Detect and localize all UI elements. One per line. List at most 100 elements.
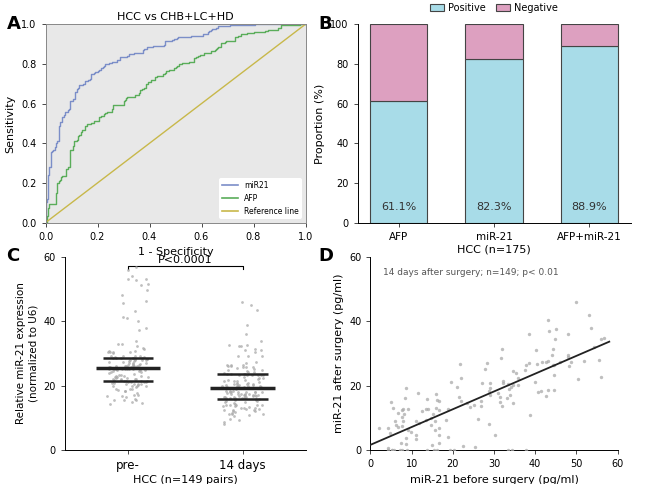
Point: [573, 375, 583, 383]
Point: [431, 390, 441, 398]
Point: [484, 421, 494, 428]
Point: [229, 412, 240, 420]
Point: [242, 372, 253, 379]
Point: [226, 391, 237, 398]
Point: [107, 379, 117, 387]
Point: [129, 375, 140, 383]
Point: [242, 341, 252, 348]
Point: [400, 434, 411, 442]
Point: [124, 364, 135, 372]
Point: [122, 315, 133, 322]
Point: [513, 381, 523, 389]
Point: [233, 416, 244, 424]
Point: [224, 402, 235, 409]
Point: [119, 378, 129, 385]
Point: [248, 393, 259, 400]
Point: [118, 358, 128, 366]
Point: [139, 353, 150, 361]
Point: [549, 386, 559, 394]
Point: [497, 345, 507, 353]
Point: [118, 352, 128, 360]
Point: [225, 387, 235, 395]
Point: [462, 399, 472, 407]
Point: [240, 363, 251, 370]
Point: [248, 381, 259, 389]
Point: [117, 364, 127, 372]
Point: [473, 415, 483, 423]
Point: [579, 357, 590, 365]
Point: [239, 374, 249, 381]
Point: [232, 363, 242, 371]
Point: [537, 358, 547, 366]
Point: [233, 382, 244, 390]
Point: [131, 337, 141, 345]
Point: [104, 348, 114, 355]
Point: [253, 375, 263, 383]
Point: [127, 365, 138, 373]
Point: [564, 362, 574, 370]
Point: [143, 280, 153, 288]
Point: [586, 324, 596, 332]
Point: [105, 400, 115, 408]
Point: [493, 389, 503, 397]
Point: [421, 446, 432, 454]
Point: [221, 387, 231, 395]
Point: [250, 389, 260, 396]
Point: [508, 367, 518, 375]
Point: [385, 429, 395, 437]
Point: [222, 366, 233, 374]
Point: [236, 404, 246, 412]
Point: [599, 334, 609, 342]
Point: [142, 377, 152, 384]
Point: [222, 361, 232, 369]
Point: [131, 263, 141, 271]
Point: [226, 362, 237, 370]
Point: [225, 394, 235, 402]
Point: [111, 365, 122, 373]
Point: [257, 374, 268, 382]
Point: [128, 360, 138, 368]
Point: [221, 381, 231, 389]
Point: [108, 382, 118, 390]
Point: [251, 392, 261, 400]
Point: [495, 393, 505, 400]
Point: [231, 379, 242, 387]
Point: [238, 361, 248, 369]
Point: [543, 316, 554, 324]
Point: [396, 446, 407, 454]
Point: [241, 330, 252, 337]
Point: [402, 446, 412, 454]
Point: [480, 365, 490, 373]
Point: [133, 317, 144, 325]
Point: [111, 386, 122, 393]
Point: [254, 374, 265, 382]
Point: [387, 446, 398, 454]
Point: [246, 302, 256, 309]
Point: [129, 352, 140, 360]
Point: [520, 366, 530, 374]
Point: [390, 421, 400, 429]
Point: [129, 380, 139, 388]
Point: [241, 389, 252, 396]
Point: [543, 386, 554, 394]
Point: [114, 364, 125, 372]
Point: [393, 409, 404, 417]
Point: [551, 325, 561, 333]
Point: [254, 378, 264, 385]
Point: [239, 394, 250, 402]
Point: [596, 335, 606, 343]
Point: [434, 439, 445, 447]
Point: [136, 378, 146, 385]
Legend: miR21, AFP, Reference line: miR21, AFP, Reference line: [220, 178, 302, 219]
Point: [232, 382, 242, 390]
Point: [130, 395, 140, 403]
Point: [116, 376, 126, 384]
Point: [253, 392, 263, 399]
Point: [525, 330, 535, 338]
Point: [112, 366, 122, 374]
Point: [136, 368, 146, 376]
Point: [250, 391, 261, 399]
Point: [135, 352, 145, 360]
Point: [589, 343, 599, 351]
Point: [234, 372, 244, 379]
